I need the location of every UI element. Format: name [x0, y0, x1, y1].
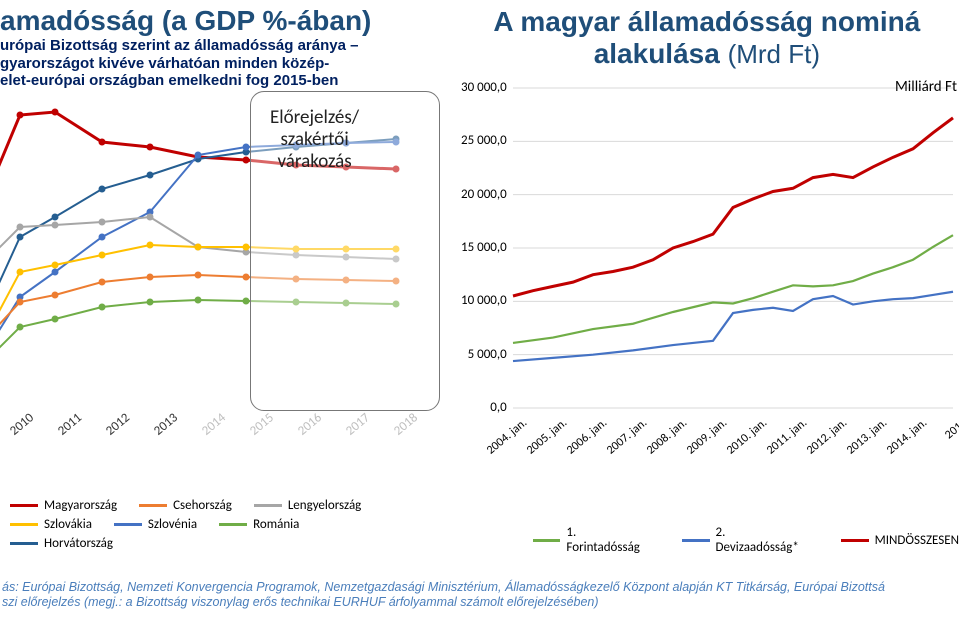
- right-ylabel: 5 000,0: [455, 347, 507, 362]
- right-title: A magyar államadósság nominá alakulása (…: [455, 6, 959, 70]
- legend-item: Horvátország: [10, 536, 113, 551]
- right-title-l2a: alakulása: [594, 38, 728, 69]
- legend-swatch: [139, 504, 167, 507]
- left-title-main: amadósság (a GDP %-ában): [0, 5, 371, 36]
- right-title-l2b: (Mrd Ft): [728, 39, 820, 69]
- forecast-l3: várakozás: [277, 150, 351, 173]
- legend-swatch: [114, 523, 142, 526]
- legend-item: 2. Devizaadósság*: [682, 525, 811, 555]
- right-legend: 1. Forintadósság 2. Devizaadósság* MINDÖSS…: [533, 525, 959, 555]
- legend-item: Szlovákia: [10, 517, 92, 532]
- left-sub-l3: elet-európai országban emelkedni fog 201…: [0, 72, 447, 89]
- right-ylabel: 0,0: [455, 400, 507, 415]
- legend-label: 2. Devizaadósság*: [716, 525, 811, 555]
- legend-label: Horvátország: [44, 536, 113, 551]
- legend-item: Magyarország: [10, 498, 117, 513]
- legend-label: Magyarország: [44, 498, 117, 513]
- left-chart-area: Előrejelzés/ szakértői várakozás 2010201…: [0, 97, 447, 497]
- right-chart-area: Milliárd Ft 30 000,0 25 000,0 20 000,0 15 0…: [455, 78, 959, 478]
- right-ylabel: 10 000,0: [455, 293, 507, 308]
- left-sub-l2: gyarországot kivéve várhatóan minden köz…: [0, 55, 447, 72]
- legend-swatch: [533, 539, 561, 542]
- legend-label: MINDÖSSZESEN: [875, 533, 959, 548]
- forecast-l2: szakértői: [280, 128, 348, 151]
- legend-label: Lengyelország: [288, 498, 361, 513]
- legend-label: 1. Forintadósság: [566, 525, 651, 555]
- legend-label: Csehország: [173, 498, 232, 513]
- left-legend: Magyarország Csehország Lengyelország Szlov…: [10, 498, 361, 555]
- legend-swatch: [10, 504, 38, 507]
- legend-label: Románia: [253, 517, 299, 532]
- legend-item: Szlovénia: [114, 517, 197, 532]
- legend-swatch: [10, 542, 38, 545]
- right-unit: Milliárd Ft: [895, 78, 957, 96]
- footer-l1: ás: Európai Bizottság, Nemzeti Konvergen…: [2, 580, 957, 596]
- legend-swatch: [254, 504, 282, 507]
- legend-swatch: [219, 523, 247, 526]
- legend-item: Románia: [219, 517, 299, 532]
- right-title-l1: A magyar államadósság nominá: [455, 6, 959, 38]
- legend-swatch: [10, 523, 38, 526]
- legend-item: Csehország: [139, 498, 232, 513]
- legend-item: 1. Forintadósság: [533, 525, 652, 555]
- legend-swatch: [682, 539, 710, 542]
- legend-swatch: [841, 539, 869, 542]
- left-title: amadósság (a GDP %-ában): [0, 6, 447, 35]
- forecast-l1: Előrejelzés/: [270, 106, 359, 129]
- right-ylabel: 20 000,0: [455, 187, 507, 202]
- left-subtitle: urópai Bizottság szerint az államadósság…: [0, 37, 447, 89]
- left-sub-l1: urópai Bizottság szerint az államadósság…: [0, 37, 447, 54]
- legend-item: Lengyelország: [254, 498, 361, 513]
- right-chart-svg: [455, 78, 959, 438]
- right-panel: A magyar államadósság nominá alakulása (…: [451, 0, 959, 617]
- legend-label: Szlovénia: [148, 517, 197, 532]
- legend-item: MINDÖSSZESEN: [841, 525, 959, 555]
- legend-label: Szlovákia: [44, 517, 92, 532]
- right-ylabel: 25 000,0: [455, 133, 507, 148]
- right-ylabel: 30 000,0: [455, 80, 507, 95]
- footer-source: ás: Európai Bizottság, Nemzeti Konvergen…: [0, 580, 959, 611]
- left-panel: amadósság (a GDP %-ában) urópai Bizottsá…: [0, 0, 451, 617]
- forecast-label: Előrejelzés/ szakértői várakozás: [270, 107, 359, 173]
- footer-l2: szi előrejelzés (megj.: a Bizottság visz…: [2, 595, 957, 611]
- right-ylabel: 15 000,0: [455, 240, 507, 255]
